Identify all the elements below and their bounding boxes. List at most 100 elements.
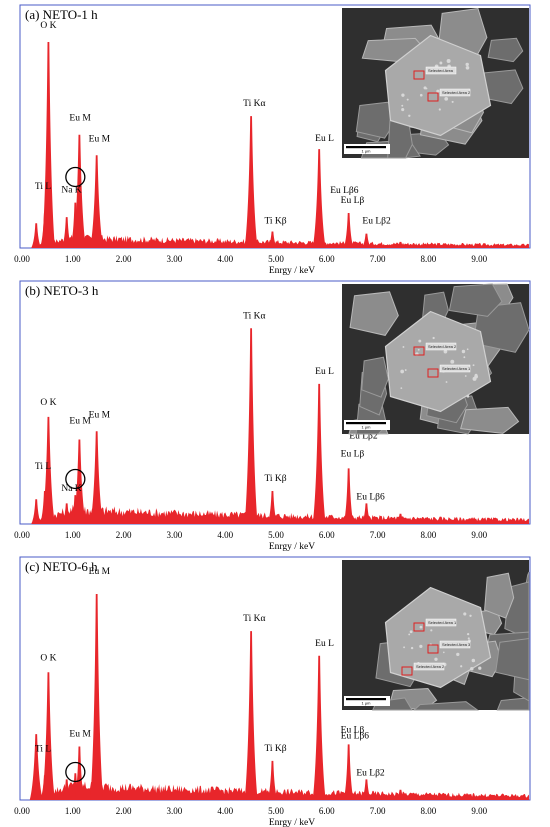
peak-label: O K [40,653,56,663]
eds-spectrum-svg: 0.00 1.00 2.00 3.00 4.00 5.00 6.00 7.00 8.00 9.00… [14,4,531,275]
x-tick-label: 9.00 [471,806,487,816]
x-tick-label: 8.00 [421,530,437,540]
sem-area-tag: Selected Area 2 [416,664,445,669]
peak-label: Eu Lβ2 [362,217,391,227]
x-tick-label: 6.00 [319,806,335,816]
peak-label: Eu M [89,134,111,144]
peak-label: Eu M [69,729,91,739]
spectrum-peak [343,212,354,248]
x-tick-label: 3.00 [167,806,183,816]
peak-label: Eu L [315,639,334,649]
scale-bar-label: 1 μm [362,701,372,706]
peak-label: Eu Lβ6 [341,731,370,741]
spectrum-peak [267,491,278,524]
peak-label: Ti L [35,462,51,472]
spectrum-peak [31,499,42,524]
peak-label: Ti Kα [243,311,265,321]
spectrum-peak [395,789,406,800]
peak-label: O K [40,398,56,408]
x-tick-label: 9.00 [471,530,487,540]
x-axis-title: Enrgy / keV [269,542,315,551]
peak-label: Na K [61,186,81,196]
peak-label: Ti Kα [243,99,265,109]
spectrum-peak [74,746,85,800]
spectrum-peak [361,779,372,800]
eds-spectrum-svg: 0.00 1.00 2.00 3.00 4.00 5.00 6.00 7.00 8.00 9.00… [14,280,531,551]
peak-label: Eu Lβ [341,449,365,459]
peak-label: Eu L [315,134,334,144]
peak-label: Ti L [35,182,51,192]
x-tick-label: 6.00 [319,254,335,264]
spectrum-peak [31,223,42,248]
x-tick-label: 4.00 [217,806,233,816]
spectrum-peak [267,231,278,248]
spectrum-peak [361,503,372,524]
spectrum-peak [61,779,72,800]
x-tick-label: 3.00 [167,254,183,264]
x-axis-title: Enrgy / keV [269,266,315,275]
x-tick-label: 7.00 [370,254,386,264]
x-tick-label: 1.00 [65,254,81,264]
eds-panel-a: 0.00 1.00 2.00 3.00 4.00 5.00 6.00 7.00 8.00 9.00… [0,0,550,275]
x-tick-label: 5.00 [268,530,284,540]
highlight-circle [65,468,86,490]
peak-label: Ti Kβ [264,744,286,754]
spectrum-peak [244,631,258,800]
spectrum-peak [90,155,104,248]
spectrum-peak [267,760,278,800]
panel-title: (a) NETO-1 h [25,7,98,22]
spectrum-peak [343,468,354,524]
spectrum-continuum [33,504,529,524]
sem-area-tag: Selected Area [428,68,454,73]
sem-inset-image: Selected Area 2 Selected Area 1 1 μm [342,283,530,435]
x-tick-label: 7.00 [370,806,386,816]
x-tick-label: 9.00 [471,254,487,264]
spectrum-peak [395,241,406,248]
peak-label: Eu M [89,567,111,577]
spectrum-continuum [33,234,529,248]
peak-label: Eu Lβ2 [349,431,378,441]
peak-label: Ti Kβ [264,217,286,227]
x-tick-label: 0.00 [14,530,30,540]
peak-label: O K [40,21,56,31]
spectrum-peak [244,328,258,524]
peak-label: Eu Lβ [341,196,365,206]
x-tick-label: 5.00 [268,254,284,264]
x-tick-label: 6.00 [319,530,335,540]
spectrum-peak [72,439,86,524]
peak-label: Eu Lβ6 [330,186,359,196]
spectrum-peak [41,672,55,800]
x-tick-label: 4.00 [217,530,233,540]
highlight-circle [65,166,86,188]
sem-area-tag: Selected Area 3 [442,642,471,647]
spectrum-peak [312,149,326,248]
peak-label: Eu Lβ6 [356,492,385,502]
x-tick-label: 2.00 [116,806,132,816]
scale-bar-label: 1 μm [362,425,372,430]
sem-inset-image: Selected Area 1 Selected Area 3 Selected A… [342,560,530,711]
sem-area-tag: Selected Area 1 [442,366,471,371]
scale-bar-label: 1 μm [362,149,372,154]
spectrum-peak [395,513,406,524]
peak-label: Na K [61,484,81,494]
highlight-circle [65,761,86,783]
spectrum-peak [343,744,354,800]
x-tick-label: 1.00 [65,806,81,816]
eds-panel-c: 0.00 1.00 2.00 3.00 4.00 5.00 6.00 7.00 8.00 9.00… [0,552,550,827]
spectrum-peak [61,217,72,248]
spectrum-peak [312,383,326,524]
x-tick-label: 3.00 [167,530,183,540]
spectrum-peak [90,594,104,800]
spectrum-peak [244,116,258,248]
x-tick-label: 5.00 [268,806,284,816]
spectrum-peak [90,431,104,524]
peak-label: Ti L [35,744,51,754]
x-tick-label: 7.00 [370,530,386,540]
x-tick-label: 4.00 [217,254,233,264]
spectrum-peak [312,655,326,800]
peak-label: Eu Lβ2 [356,768,385,778]
peak-label: Ti Kα [243,614,265,624]
x-tick-label: 1.00 [65,530,81,540]
sem-area-tag: Selected Area 1 [428,620,457,625]
spectrum-peak [61,503,72,524]
